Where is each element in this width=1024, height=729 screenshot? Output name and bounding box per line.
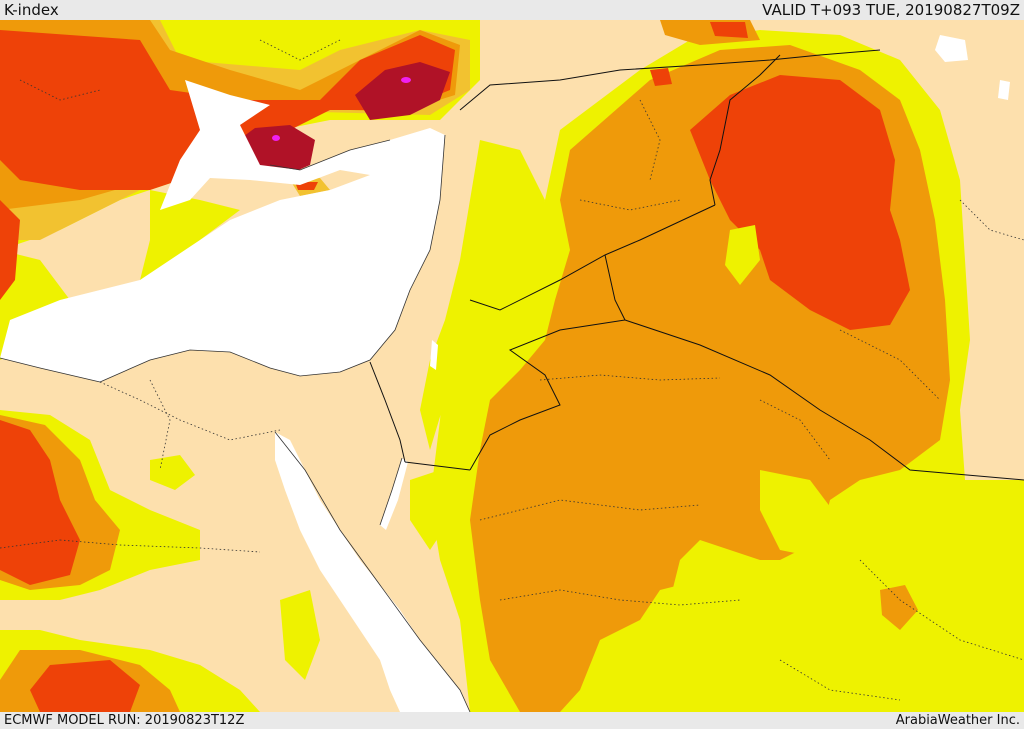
dead-sea bbox=[430, 340, 438, 370]
lake-urmia bbox=[998, 80, 1010, 100]
field-levant bbox=[420, 140, 545, 450]
header-bar: K-index VALID T+093 TUE, 20190827T09Z bbox=[0, 0, 1024, 20]
k-index-map bbox=[0, 20, 1024, 712]
map-title: K-index bbox=[4, 1, 59, 19]
admin-borders bbox=[0, 39, 1024, 701]
field-east bbox=[430, 20, 1024, 712]
k-max-spot bbox=[401, 77, 411, 83]
k-max-spot bbox=[272, 135, 280, 141]
model-run-label: ECMWF MODEL RUN: 20190823T12Z bbox=[4, 713, 245, 728]
footer-bar: ECMWF MODEL RUN: 20190823T12Z ArabiaWeat… bbox=[0, 712, 1024, 729]
credit-label: ArabiaWeather Inc. bbox=[895, 713, 1020, 728]
lake-van bbox=[935, 35, 968, 62]
gulf-of-aqaba bbox=[380, 458, 408, 530]
field-southwest bbox=[0, 410, 450, 712]
country-borders bbox=[369, 49, 1024, 481]
mediterranean-sea bbox=[0, 80, 445, 382]
valid-time-label: VALID T+093 TUE, 20190827T09Z bbox=[762, 1, 1020, 19]
coastlines bbox=[0, 134, 471, 712]
